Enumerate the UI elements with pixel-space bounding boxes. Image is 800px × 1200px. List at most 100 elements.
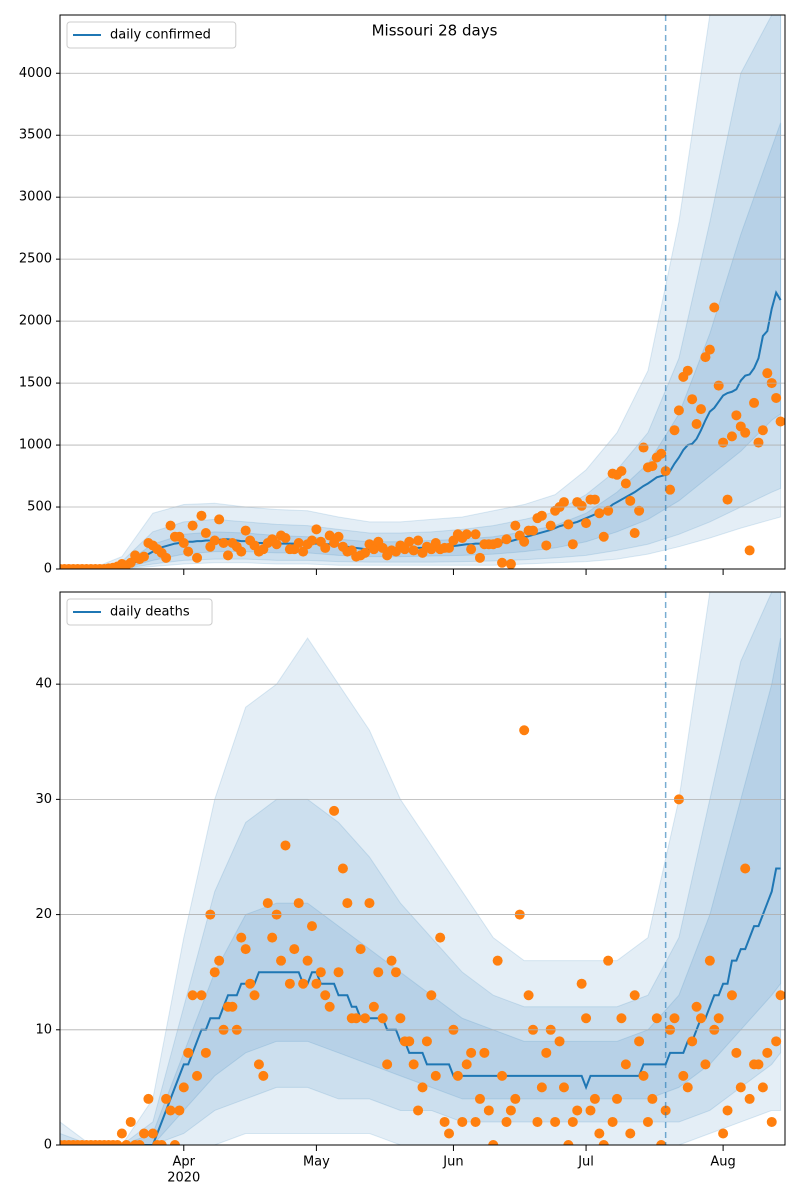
observed-point bbox=[687, 394, 698, 405]
observed-point bbox=[541, 540, 552, 551]
observed-point bbox=[713, 380, 724, 391]
chart-title: Missouri 28 days bbox=[372, 22, 498, 40]
observed-point bbox=[483, 1105, 494, 1116]
observed-point bbox=[594, 1128, 605, 1139]
observed-point bbox=[311, 978, 322, 989]
y-tick-label: 3000 bbox=[19, 190, 52, 205]
observed-point bbox=[691, 418, 702, 429]
x-tick-label: Apr bbox=[173, 1155, 196, 1170]
observed-point bbox=[218, 537, 229, 548]
plot-area bbox=[60, 592, 785, 1145]
observed-point bbox=[669, 1013, 680, 1024]
observed-point bbox=[165, 520, 176, 531]
observed-point bbox=[178, 1082, 189, 1093]
observed-point bbox=[581, 1013, 592, 1024]
x-tick-label: May bbox=[303, 1155, 330, 1170]
observed-point bbox=[638, 442, 649, 453]
observed-point bbox=[532, 1116, 543, 1127]
observed-point bbox=[731, 1047, 742, 1058]
observed-point bbox=[417, 1082, 428, 1093]
observed-point bbox=[616, 466, 627, 477]
observed-point bbox=[598, 531, 609, 542]
observed-point bbox=[474, 552, 485, 563]
observed-point bbox=[236, 932, 247, 943]
observed-point bbox=[161, 1093, 172, 1104]
observed-point bbox=[563, 519, 574, 530]
y-tick-label: 2000 bbox=[19, 314, 52, 329]
observed-point bbox=[444, 1128, 455, 1139]
observed-point bbox=[749, 397, 760, 408]
observed-point bbox=[616, 1013, 627, 1024]
observed-point bbox=[413, 535, 424, 546]
observed-point bbox=[660, 1105, 671, 1116]
observed-point bbox=[249, 990, 260, 1001]
observed-point bbox=[775, 990, 785, 1001]
observed-point bbox=[594, 508, 605, 519]
x-tick-label: Jul bbox=[577, 1155, 594, 1170]
observed-point bbox=[634, 505, 645, 516]
observed-point bbox=[404, 1036, 415, 1047]
observed-point bbox=[678, 1070, 689, 1081]
observed-point bbox=[501, 534, 512, 545]
observed-point bbox=[651, 1013, 662, 1024]
observed-point bbox=[386, 955, 397, 966]
observed-point bbox=[236, 546, 247, 557]
observed-point bbox=[634, 1036, 645, 1047]
observed-point bbox=[320, 990, 331, 1001]
observed-point bbox=[687, 1036, 698, 1047]
observed-point bbox=[603, 505, 614, 516]
observed-point bbox=[589, 1093, 600, 1104]
observed-point bbox=[134, 1140, 145, 1145]
x-tick-label: Jun bbox=[442, 1155, 463, 1170]
observed-point bbox=[700, 1059, 711, 1070]
observed-point bbox=[138, 551, 149, 562]
observed-point bbox=[581, 518, 592, 529]
observed-point bbox=[143, 1093, 154, 1104]
observed-point bbox=[554, 1036, 565, 1047]
observed-point bbox=[541, 1047, 552, 1058]
observed-point bbox=[488, 1140, 499, 1145]
y-tick-label: 2500 bbox=[19, 252, 52, 267]
observed-point bbox=[704, 955, 715, 966]
observed-point bbox=[298, 978, 309, 989]
observed-point bbox=[457, 1116, 468, 1127]
observed-point bbox=[740, 427, 751, 438]
y-tick-label: 20 bbox=[35, 907, 52, 922]
observed-point bbox=[474, 1093, 485, 1104]
observed-point bbox=[200, 528, 211, 539]
observed-point bbox=[629, 528, 640, 539]
observed-point bbox=[377, 542, 388, 553]
y-tick-label: 1000 bbox=[19, 438, 52, 453]
observed-point bbox=[245, 978, 256, 989]
observed-point bbox=[174, 1105, 185, 1116]
y-tick-label: 1500 bbox=[19, 376, 52, 391]
observed-point bbox=[629, 990, 640, 1001]
observed-point bbox=[718, 437, 729, 448]
observed-point bbox=[444, 542, 455, 553]
observed-point bbox=[161, 552, 172, 563]
observed-point bbox=[550, 1116, 561, 1127]
observed-point bbox=[452, 1070, 463, 1081]
observed-point bbox=[536, 510, 547, 521]
observed-point bbox=[368, 544, 379, 555]
observed-point bbox=[722, 1105, 733, 1116]
observed-point bbox=[753, 437, 764, 448]
observed-point bbox=[399, 544, 410, 555]
observed-point bbox=[669, 425, 680, 436]
observed-point bbox=[169, 1140, 180, 1145]
y-tick-label: 10 bbox=[35, 1022, 52, 1037]
observed-point bbox=[461, 529, 472, 540]
observed-point bbox=[470, 529, 481, 540]
observed-point bbox=[214, 955, 225, 966]
observed-point bbox=[501, 1116, 512, 1127]
observed-point bbox=[558, 497, 569, 508]
observed-point bbox=[298, 546, 309, 557]
legend-box bbox=[66, 21, 237, 49]
observed-point bbox=[240, 944, 251, 955]
observed-point bbox=[523, 990, 534, 1001]
observed-point bbox=[722, 494, 733, 505]
observed-point bbox=[280, 533, 291, 544]
observed-point bbox=[585, 1105, 596, 1116]
observed-point bbox=[408, 1059, 419, 1070]
y-tick-label: 0 bbox=[44, 1138, 52, 1153]
